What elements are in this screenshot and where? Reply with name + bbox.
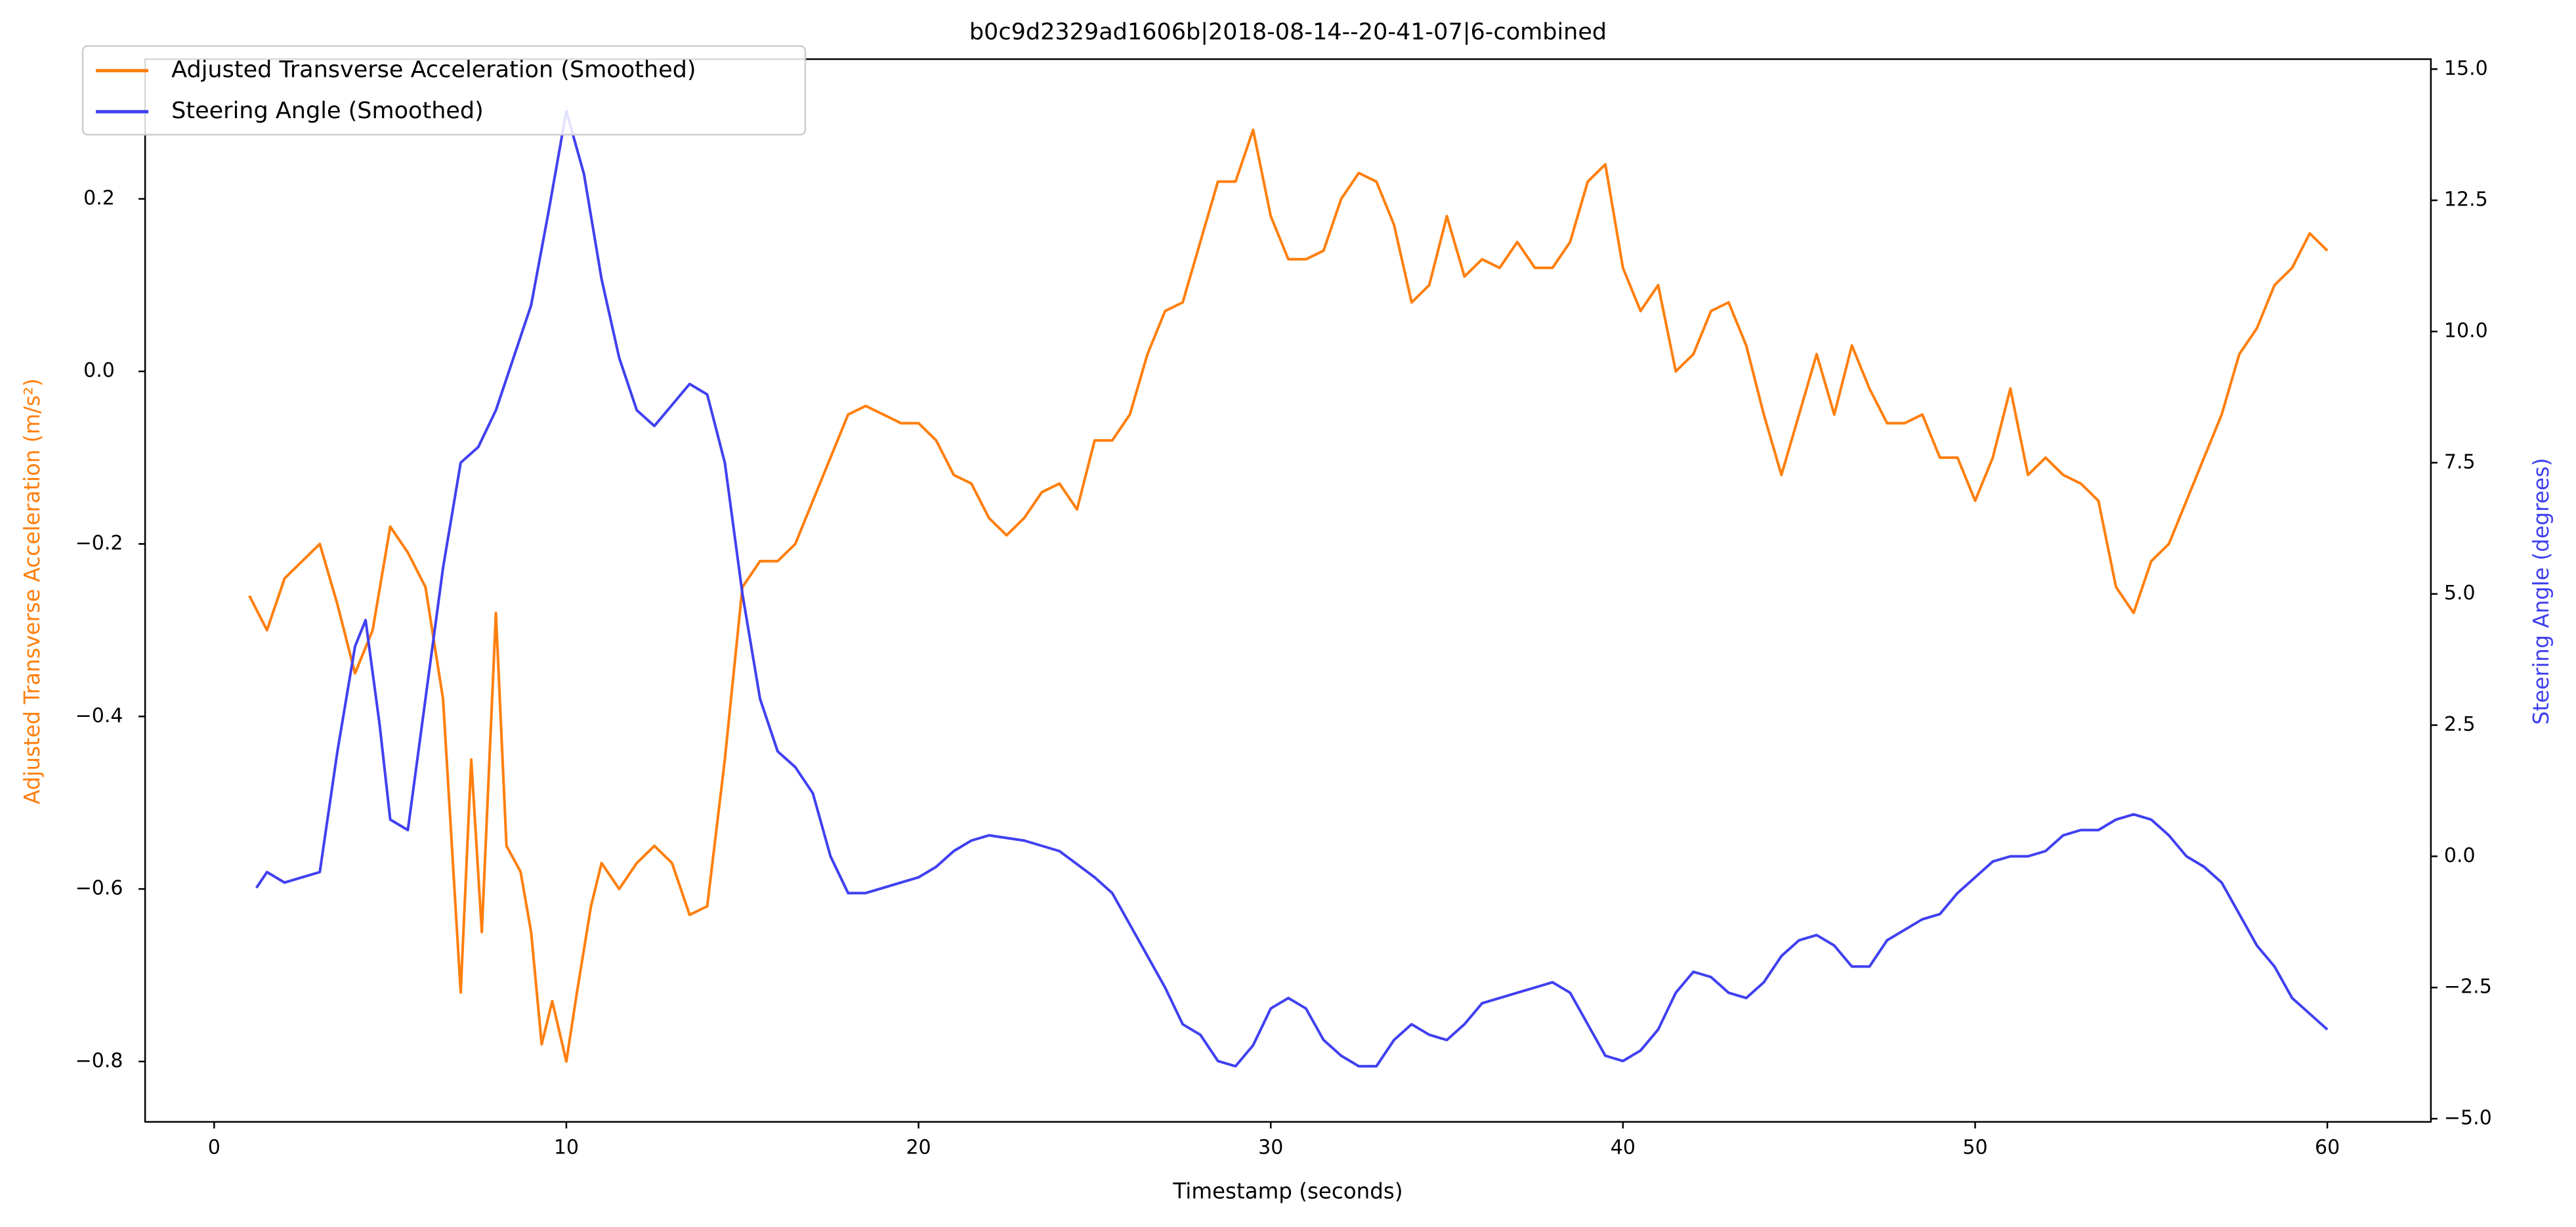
x-tick-label: 30: [1258, 1136, 1283, 1159]
x-tick-label: 50: [1962, 1136, 1987, 1159]
y-tick-label: −0.8: [75, 1049, 123, 1072]
y2-tick-label: −5.0: [2444, 1107, 2492, 1130]
y2-tick-label: 15.0: [2444, 57, 2488, 80]
x-tick-label: 10: [554, 1136, 579, 1159]
y2-axis-label: Steering Angle (degrees): [2529, 458, 2554, 725]
y2-tick-label: 7.5: [2444, 450, 2476, 473]
x-tick-label: 20: [906, 1136, 931, 1159]
legend: Adjusted Transverse Acceleration (Smooth…: [81, 45, 807, 136]
y-tick-label: −0.6: [75, 877, 123, 900]
y2-tick-label: 2.5: [2444, 713, 2476, 736]
y2-tick-label: 0.0: [2444, 844, 2476, 867]
y2-tick-label: −2.5: [2444, 976, 2492, 999]
y-tick-label: 0.2: [83, 186, 115, 209]
x-tick-label: 40: [1611, 1136, 1636, 1159]
y2-tick-label: 10.0: [2444, 319, 2488, 342]
x-axis-label: Timestamp (seconds): [1172, 1178, 1403, 1203]
legend-box: [81, 45, 807, 136]
y2-tick-label: 5.0: [2444, 582, 2476, 605]
series-line: [248, 128, 2329, 1063]
y-tick-label: 0.0: [83, 359, 115, 382]
series-line: [255, 110, 2329, 1068]
y-axis-label: Adjusted Transverse Acceleration (m/s²): [20, 378, 45, 804]
plot-area: [248, 110, 2329, 1068]
y-tick-label: −0.4: [75, 704, 123, 727]
legend-label: Adjusted Transverse Acceleration (Smooth…: [171, 56, 696, 83]
y2-tick-label: 12.5: [2444, 188, 2488, 211]
axes-frame: [144, 58, 2432, 1123]
x-tick-label: 0: [208, 1136, 221, 1159]
x-tick-label: 60: [2315, 1136, 2340, 1159]
y-tick-label: −0.2: [75, 532, 123, 555]
legend-label: Steering Angle (Smoothed): [171, 97, 484, 124]
chart-title: b0c9d2329ad1606b|2018-08-14--20-41-07|6-…: [969, 18, 1607, 45]
